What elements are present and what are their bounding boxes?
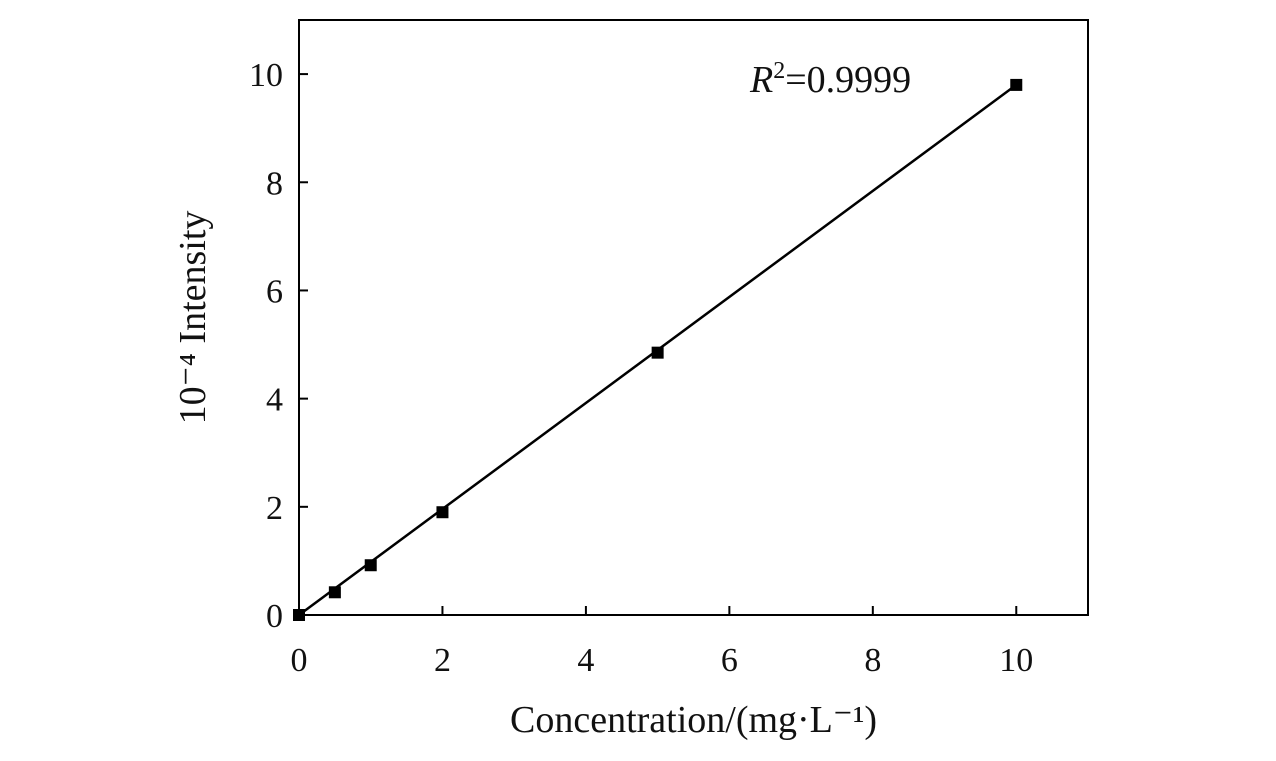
x-tick-label: 4 [577,642,594,679]
y-tick-label: 6 [266,273,283,310]
plot-frame [298,19,1089,616]
data-point [1010,78,1023,91]
y-axis-title: 10⁻⁴ Intensity [172,211,214,425]
data-point [328,586,341,599]
x-axis-title: Concentration/(mg·L⁻¹) [510,699,877,741]
data-point [293,609,305,621]
x-tick-label: 2 [434,642,451,679]
y-tick-label: 4 [266,382,283,419]
r-squared-annotation: R2=0.9999 [749,58,911,101]
x-tick-label: 8 [864,642,881,679]
x-tick-label: 10 [999,642,1033,679]
axes-group [298,19,1089,616]
r-symbol: R [749,59,773,101]
r-superscript: 2 [773,58,785,84]
data-point [436,506,449,519]
data-point [651,346,664,359]
x-tick-label: 0 [291,642,308,679]
y-tick-label: 8 [266,165,283,202]
r-value: =0.9999 [785,59,911,101]
x-tick-label: 6 [721,642,738,679]
y-tick-label: 0 [266,598,283,635]
data-point [364,559,377,572]
y-tick-label: 2 [266,490,283,527]
ticks-group: 0 2 4 6 8 10 0 2 4 6 8 10 [249,57,1033,679]
y-tick-label: 10 [249,57,283,94]
data-points-group [293,78,1023,621]
